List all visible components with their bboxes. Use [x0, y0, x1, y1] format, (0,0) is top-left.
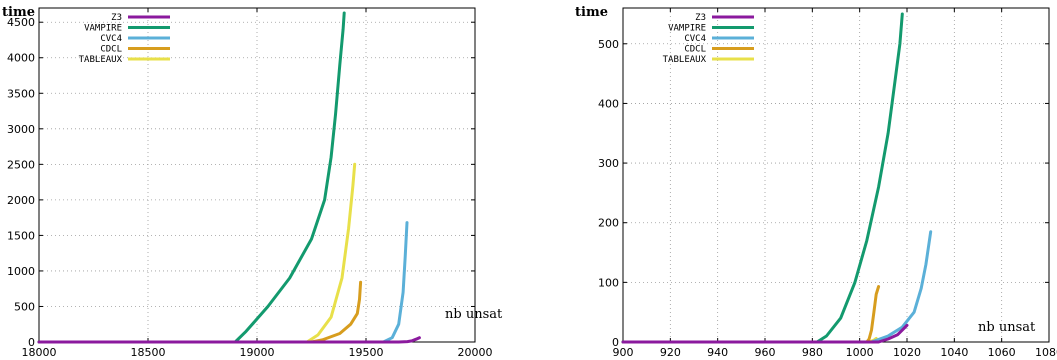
x-tick-label: 940: [707, 346, 728, 359]
y-axis-label: time: [2, 5, 35, 20]
x-tick-label: 1040: [940, 346, 968, 359]
grid-lines: [623, 8, 1049, 342]
y-tick-label: 0: [612, 336, 619, 349]
series-line-vampire: [621, 12, 904, 344]
y-tick-label: 1000: [7, 265, 35, 278]
x-tick-label: 20000: [458, 346, 493, 359]
x-tick-label: 18000: [22, 346, 57, 359]
x-tick-label: 19000: [240, 346, 275, 359]
y-tick-label: 4500: [7, 16, 35, 29]
y-tick-label: 0: [28, 336, 35, 349]
legend-label: TABLEAUX: [79, 55, 123, 65]
legend-label: CDCL: [100, 45, 122, 55]
x-axis-label: nb unsat: [445, 307, 503, 322]
series-line-cdcl: [37, 280, 363, 344]
legend-label: CDCL: [684, 45, 706, 55]
legend-label: Z3: [695, 13, 706, 23]
series-line-tableaux: [37, 162, 357, 344]
series-line-z3: [37, 336, 421, 344]
x-tick-label: 920: [660, 346, 681, 359]
y-tick-label: 4000: [7, 52, 35, 65]
series-line-vampire: [37, 11, 346, 344]
y-axis-label: time: [575, 5, 608, 20]
legend-label: CVC4: [684, 34, 706, 44]
y-tick-label: 2000: [7, 194, 35, 207]
series-line-cdcl: [621, 285, 881, 344]
series-line-z3: [621, 323, 909, 344]
y-tick-label: 1500: [7, 229, 35, 242]
chart-left: 18000 18500 19000 19500 20000 0 500 1000 1500 200…: [2, 5, 503, 359]
x-tick-label: 1020: [893, 346, 921, 359]
x-tick-label: 900: [613, 346, 634, 359]
legend-label: CVC4: [100, 34, 122, 44]
series-lines: [621, 12, 933, 344]
y-tick-label: 400: [598, 97, 619, 110]
x-tick-label: 980: [802, 346, 823, 359]
x-tick-label: 18500: [131, 346, 166, 359]
y-tick-label: 500: [14, 300, 35, 313]
x-tick-label: 1060: [988, 346, 1016, 359]
legend-label: TABLEAUX: [663, 55, 707, 65]
y-tick-label: 3500: [7, 87, 35, 100]
y-tick-label: 200: [598, 217, 619, 230]
legend-label: Z3: [111, 13, 122, 23]
series-line-cvc4: [621, 230, 933, 344]
x-tick-label: 1000: [846, 346, 874, 359]
y-tick-label: 100: [598, 276, 619, 289]
x-tick-label: 19500: [349, 346, 384, 359]
y-tick-label: 2500: [7, 158, 35, 171]
series-lines: [37, 11, 421, 344]
legend-label: VAMPIRE: [668, 24, 706, 34]
y-tick-label: 500: [598, 38, 619, 51]
grid-lines: [39, 8, 475, 342]
y-tick-label: 3000: [7, 123, 35, 136]
y-tick-label: 300: [598, 157, 619, 170]
legend-label: VAMPIRE: [84, 24, 122, 34]
x-axis-label: nb unsat: [978, 320, 1036, 335]
x-tick-label: 960: [755, 346, 776, 359]
